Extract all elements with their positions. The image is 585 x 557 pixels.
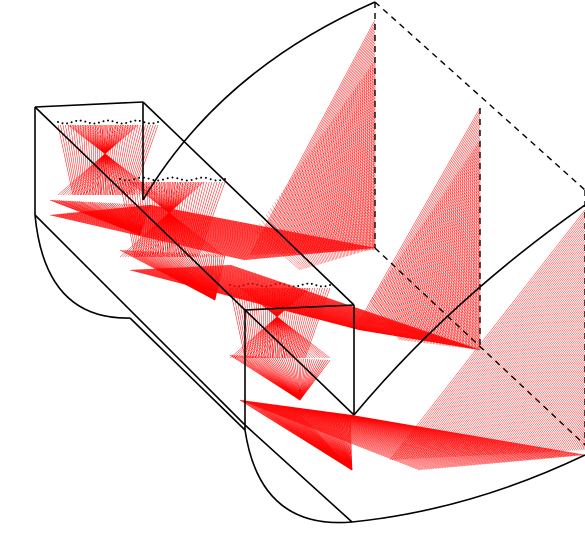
- cell-edge-dot: [176, 177, 179, 180]
- cell-edge-dot: [315, 284, 318, 287]
- cell-edge-dot: [306, 282, 309, 285]
- cell-edge-dot: [107, 119, 109, 122]
- cell-edge-dot: [171, 176, 174, 179]
- cell-edge-dot: [129, 120, 132, 123]
- cell-edge-dot: [75, 119, 78, 122]
- cell-edge-dot: [138, 119, 141, 122]
- cell-edge-dot: [319, 285, 322, 288]
- cell-edge-dot: [88, 122, 91, 124]
- cell-edge-dot: [301, 283, 304, 286]
- cell-edge-dot: [111, 120, 114, 123]
- cell-edge-dot: [120, 122, 123, 125]
- front-box-diagonal: [244, 309, 355, 416]
- cell-edge-dot: [79, 119, 82, 122]
- cell-edge-dot: [57, 121, 59, 123]
- cell-edge-dot: [324, 285, 327, 288]
- cell-edge-dot: [128, 179, 131, 182]
- cell-panel-1: [57, 119, 159, 196]
- trough-mid-edge: [129, 317, 246, 431]
- front-box-top: [244, 304, 355, 311]
- cell-edge-dot: [204, 176, 207, 179]
- cell-edge-dot: [134, 119, 137, 122]
- small-trough-inner-diagonal: [34, 106, 246, 311]
- ray-fan-3: [229, 354, 331, 401]
- corner-cube-diagonal: [374, 247, 585, 446]
- cell-edge-dot: [93, 122, 96, 125]
- cell-edge-dot: [209, 178, 212, 181]
- large-trough-front-curve: [244, 429, 585, 524]
- cell-edge-dot: [219, 179, 222, 182]
- small-trough-ridge: [142, 101, 355, 306]
- cell-edge-dot: [214, 179, 217, 182]
- cell-edge-dot: [147, 177, 150, 180]
- cell-edge-dot: [185, 179, 188, 182]
- large-trough-right-curve: [353, 204, 585, 416]
- cell-edge-dot: [61, 122, 64, 125]
- cell-edge-dot: [123, 179, 126, 182]
- cell-edge-dot: [143, 121, 146, 124]
- cell-edge-dot: [200, 176, 203, 179]
- cell-edge-dot: [152, 122, 155, 125]
- cell-edge-dot: [195, 177, 198, 180]
- small-trough-top-edge: [34, 101, 144, 108]
- cell-edge-dot: [97, 121, 100, 124]
- corner-cube-top-edge: [374, 1, 585, 191]
- cell-edge-dot: [66, 122, 69, 125]
- cell-edge-dot: [102, 120, 105, 123]
- cell-edge-dot: [125, 122, 128, 124]
- cell-edge-dot: [162, 178, 164, 181]
- cell-edge-dot: [297, 285, 300, 287]
- cell-edge-dot: [147, 122, 150, 125]
- focus-sheet-c: [239, 399, 585, 471]
- cell-edge-dot: [119, 178, 121, 180]
- cell-edge-dot: [138, 176, 141, 179]
- cell-edge-dot: [116, 121, 119, 124]
- small-trough-curve: [34, 214, 131, 319]
- large-trough-top-curve: [142, 1, 376, 201]
- cell-edge-dot: [157, 121, 159, 123]
- cell-edge-dot: [84, 120, 87, 123]
- cell-edge-dot: [166, 177, 169, 180]
- ray-trace-layer: [49, 19, 585, 471]
- cell-edge-dot: [152, 179, 155, 181]
- cell-edge-dot: [181, 178, 183, 181]
- cell-edge-dot: [190, 179, 193, 181]
- focus-fan-upper: [249, 19, 376, 256]
- cell-edge-dot: [133, 178, 136, 181]
- cell-edge-dot: [310, 282, 313, 285]
- cell-edge-dot: [157, 179, 160, 182]
- reflector-frame-layer: [34, 1, 585, 524]
- cell-edge-dot: [329, 284, 331, 286]
- cell-edge-dot: [70, 121, 73, 124]
- focus-fan-lower: [389, 209, 585, 461]
